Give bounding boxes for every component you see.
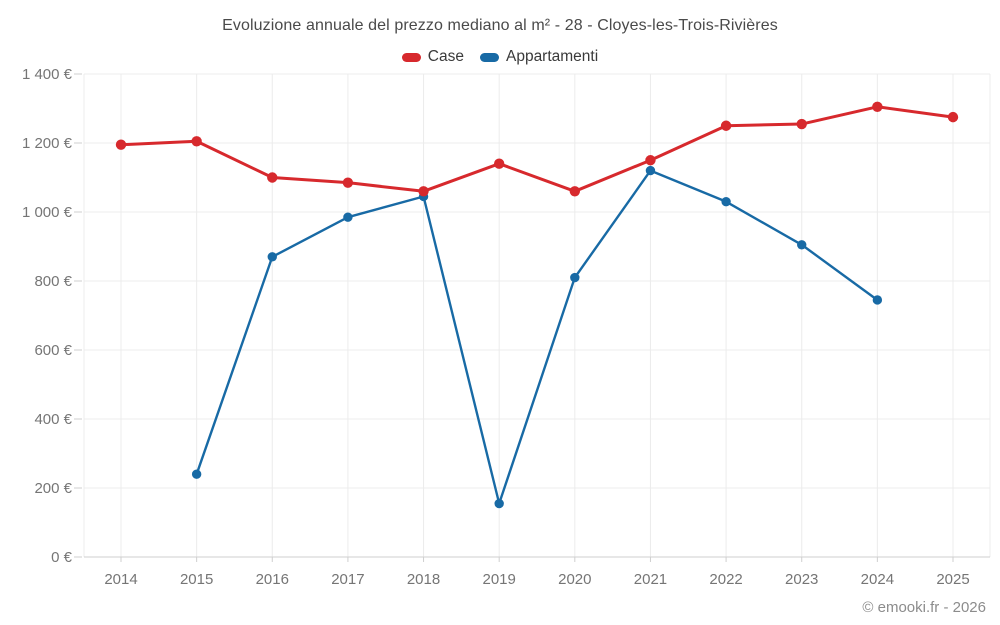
series-line-appartamenti <box>195 169 879 505</box>
point-case-2019[interactable] <box>493 158 505 169</box>
point-case-2024[interactable] <box>872 101 883 112</box>
point-case-2021[interactable] <box>645 155 656 166</box>
point-case-2016[interactable] <box>267 172 278 183</box>
point-case-2023[interactable] <box>796 118 807 130</box>
point-appartamenti-2016[interactable] <box>267 252 277 262</box>
point-appartamenti-2021[interactable] <box>645 165 656 176</box>
y-tick-label: 800 € <box>34 273 72 290</box>
y-tick-label: 600 € <box>34 342 72 359</box>
x-tick-label: 2016 <box>256 571 289 588</box>
copyright-watermark: © emooki.fr - 2026 <box>862 599 986 616</box>
point-appartamenti-2017[interactable] <box>343 212 353 222</box>
point-case-2025[interactable] <box>947 111 959 123</box>
x-tick-label: 2019 <box>482 571 515 588</box>
point-appartamenti-2023[interactable] <box>797 240 807 250</box>
legend-label-appartamenti: Appartamenti <box>505 48 599 65</box>
y-tick-label: 0 € <box>51 549 73 566</box>
y-tick-label: 1 000 € <box>22 204 73 221</box>
x-tick-label: 2014 <box>104 571 137 588</box>
x-tick-label: 2022 <box>709 571 742 588</box>
point-appartamenti-2015[interactable] <box>191 469 202 479</box>
legend-item-appartamenti[interactable]: Appartamenti <box>479 48 599 66</box>
y-tick-label: 400 € <box>34 411 72 428</box>
point-appartamenti-2019[interactable] <box>494 498 504 509</box>
x-tick-label: 2025 <box>936 571 969 588</box>
y-tick-label: 1 400 € <box>22 66 73 83</box>
legend-item-case[interactable]: Case <box>401 48 464 66</box>
point-appartamenti-2022[interactable] <box>721 196 731 207</box>
point-case-2020[interactable] <box>569 186 581 197</box>
point-case-2015[interactable] <box>191 136 202 147</box>
point-case-2022[interactable] <box>720 120 732 131</box>
y-tick-label: 1 200 € <box>22 135 73 152</box>
x-tick-label: 2017 <box>331 571 364 588</box>
x-tick-label: 2020 <box>558 571 591 588</box>
legend-label-case: Case <box>427 48 464 65</box>
series-line-case <box>119 105 955 193</box>
chart-title: Evoluzione annuale del prezzo mediano al… <box>222 17 778 34</box>
point-case-2014[interactable] <box>115 139 127 150</box>
point-case-2018[interactable] <box>418 186 429 197</box>
legend-swatch-appartamenti <box>479 52 499 62</box>
x-tick-label: 2015 <box>180 571 213 588</box>
x-tick-label: 2021 <box>634 571 667 588</box>
point-case-2017[interactable] <box>342 177 354 188</box>
legend-swatch-case <box>401 52 421 62</box>
x-tick-label: 2024 <box>861 571 894 588</box>
point-appartamenti-2024[interactable] <box>872 295 883 305</box>
point-appartamenti-2020[interactable] <box>570 272 580 283</box>
x-tick-label: 2023 <box>785 571 818 588</box>
y-tick-label: 200 € <box>34 480 72 497</box>
chart-legend: Case Appartamenti <box>0 48 1000 66</box>
x-tick-label: 2018 <box>407 571 440 588</box>
